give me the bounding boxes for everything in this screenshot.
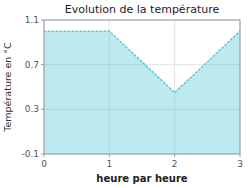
chart-svg: -0.1 0.3 0.7 1.1 0 1 2 3 Evolution de la tempéra… <box>0 0 250 188</box>
y-axis-label: Température en °C <box>2 42 13 133</box>
x-tick-label: 2 <box>172 159 178 169</box>
line <box>44 31 240 92</box>
area-fill <box>44 31 240 154</box>
x-tick-label: 0 <box>41 159 47 169</box>
plot-background <box>44 20 240 154</box>
plot-frame <box>44 20 240 154</box>
y-tick-label: -0.1 <box>21 149 39 159</box>
title: Evolution de la température <box>65 3 220 16</box>
x-tick-label: 3 <box>237 159 243 169</box>
chart-container: -0.1 0.3 0.7 1.1 0 1 2 3 Evolution de la tempéra… <box>0 0 250 188</box>
y-tick-label: 0.3 <box>25 104 39 114</box>
y-tick-label: 0.7 <box>25 60 39 70</box>
y-tick-label: 1.1 <box>25 15 39 25</box>
x-axis-label: heure par heure <box>96 173 187 184</box>
data-layer <box>44 31 240 154</box>
x-tick-label: 1 <box>106 159 112 169</box>
grid <box>44 20 240 154</box>
